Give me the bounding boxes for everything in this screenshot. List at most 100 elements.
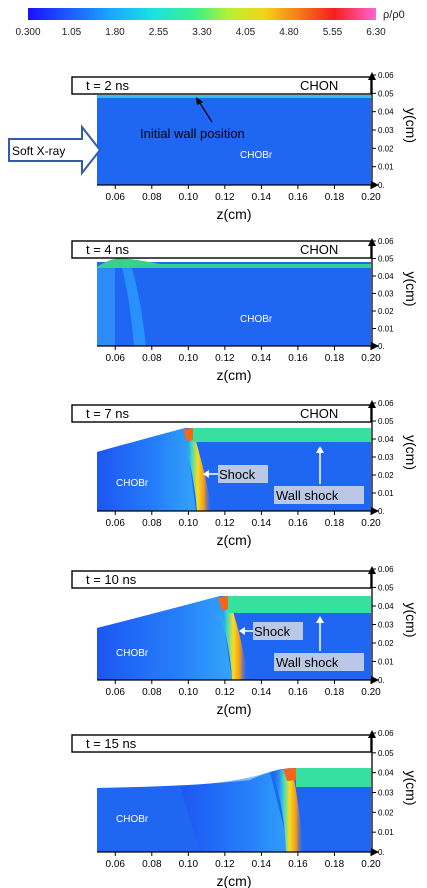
wall-shock-label: Wall shock xyxy=(276,655,339,670)
z-tick-label: 0.14 xyxy=(252,687,272,698)
y-tick-label: 0.01 xyxy=(378,163,394,172)
z-tick-label: 0.16 xyxy=(288,859,308,870)
shock-label-box xyxy=(218,465,268,483)
z-tick-label: 0.20 xyxy=(361,859,381,870)
z-tick-label: 0.20 xyxy=(361,687,381,698)
y-tick-label: 0. xyxy=(378,676,385,685)
z-tick-label: 0.14 xyxy=(252,192,272,203)
shock-peak xyxy=(283,768,298,781)
material-label: CHOBr xyxy=(240,314,273,325)
y-tick-label: 0.02 xyxy=(378,808,394,817)
y-axis-title: y(cm) xyxy=(403,771,419,806)
axes-layer: 0.06 0.05 0.04 0.03 0.02 0.01 0. y(cm) 0.06 0.08 0… xyxy=(97,71,419,888)
chon-layer xyxy=(97,95,371,98)
y-tick-label: 0.01 xyxy=(378,489,394,498)
panel-t4: t = 4 ns CHON CHOBr xyxy=(71,240,372,346)
shock-front xyxy=(215,596,248,680)
material-label: CHOBr xyxy=(116,814,149,825)
z-tick-label: 0.16 xyxy=(288,687,308,698)
y-tick-label: 0.05 xyxy=(378,255,394,264)
y-tick-label: 0.06 xyxy=(378,565,394,574)
y-tick-label: 0.04 xyxy=(378,602,394,611)
y-tick-label: 0.02 xyxy=(378,144,394,153)
chon-layer xyxy=(296,768,371,787)
shock-front xyxy=(122,268,146,346)
z-tick-label: 0.18 xyxy=(325,859,345,870)
time-label: t = 4 ns xyxy=(86,242,129,257)
z-tick-label: 0.06 xyxy=(106,518,126,529)
y-axis-arrowhead xyxy=(368,72,376,80)
y-tick-label: 0.05 xyxy=(378,749,394,758)
y-tick-label: 0.03 xyxy=(378,126,394,135)
z-tick-label: 0.06 xyxy=(106,353,126,364)
y-tick-label: 0.06 xyxy=(378,237,394,246)
shock-arrowhead xyxy=(203,470,209,478)
panel-t2: t = 2 ns CHON CHOBr Initial wall positio… xyxy=(8,76,372,185)
colorbar-tick-label: 1.05 xyxy=(62,27,82,38)
shock-label-box xyxy=(253,622,303,640)
y-tick-label: 0.03 xyxy=(378,789,394,798)
y-tick-label: 0.01 xyxy=(378,325,394,334)
xray-label: Soft X-ray xyxy=(12,144,65,158)
shock-label: Shock xyxy=(219,467,256,482)
z-axis-title: z(cm) xyxy=(217,532,252,548)
z-axis-title: z(cm) xyxy=(217,206,252,222)
z-tick-label: 0.08 xyxy=(142,518,162,529)
y-tick-label: 0.02 xyxy=(378,307,394,316)
z-tick-label: 0.12 xyxy=(215,859,235,870)
z-tick-label: 0.18 xyxy=(325,518,345,529)
z-axis-title: z(cm) xyxy=(217,701,252,717)
colorbar-gradient xyxy=(28,8,376,20)
shock-label: Shock xyxy=(254,624,291,639)
z-tick-label: 0.14 xyxy=(252,518,272,529)
z-tick-label: 0.16 xyxy=(288,353,308,364)
z-tick-label: 0.14 xyxy=(252,353,272,364)
colorbar-tick-label: 5.55 xyxy=(323,27,343,38)
y-axis-title: y(cm) xyxy=(403,603,419,638)
xray-arrow xyxy=(8,124,102,176)
z-tick-label: 0.14 xyxy=(252,859,272,870)
time-label: t = 2 ns xyxy=(86,78,129,93)
z-tick-label: 0.10 xyxy=(179,353,199,364)
material-label: CHOBr xyxy=(116,648,149,659)
panel-axes: 0.06 0.05 0.04 0.03 0.02 0.01 0. y(cm) 0.06 0.08 0… xyxy=(97,399,419,548)
y-tick-label: 0. xyxy=(378,181,385,190)
y-tick-label: 0.01 xyxy=(378,658,394,667)
y-tick-label: 0.04 xyxy=(378,272,394,281)
z-tick-label: 0.20 xyxy=(361,353,381,364)
z-tick-label: 0.10 xyxy=(179,687,199,698)
z-tick-label: 0.08 xyxy=(142,859,162,870)
y-tick-label: 0. xyxy=(378,507,385,516)
y-tick-label: 0.04 xyxy=(378,108,394,117)
y-tick-label: 0.06 xyxy=(378,71,394,80)
y-tick-label: 0.01 xyxy=(378,828,394,837)
colorbar-tick-label: 4.05 xyxy=(236,27,256,38)
z-tick-label: 0.08 xyxy=(142,353,162,364)
z-tick-label: 0.12 xyxy=(215,687,235,698)
wake-region xyxy=(97,428,196,511)
y-tick-label: 0. xyxy=(378,848,385,857)
y-tick-label: 0.03 xyxy=(378,290,394,299)
y-axis-title: y(cm) xyxy=(403,272,419,307)
y-tick-label: 0.03 xyxy=(378,453,394,462)
colorbar-ticks: 0.300 1.05 1.80 2.55 3.30 4.05 4.80 5.55 6.30 xyxy=(15,27,386,38)
y-tick-label: 0.05 xyxy=(378,89,394,98)
y-axis-title: y(cm) xyxy=(403,435,419,470)
top-box xyxy=(71,76,372,95)
colorbar-tick-label: 6.30 xyxy=(366,27,386,38)
top-material-label: CHON xyxy=(300,242,338,257)
shock-arrowhead xyxy=(239,627,245,635)
y-tick-label: 0.05 xyxy=(378,417,394,426)
y-tick-label: 0.05 xyxy=(378,584,394,593)
z-tick-label: 0.10 xyxy=(179,518,199,529)
colorbar-label: ρ/ρ0 xyxy=(383,9,405,21)
panel-axes: 0.06 0.05 0.04 0.03 0.02 0.01 0. y(cm) 0.06 0.08 0… xyxy=(97,565,419,717)
colorbar-tick-label: 4.80 xyxy=(279,27,299,38)
y-axis-title: y(cm) xyxy=(403,108,419,143)
panel-t7: t = 7 ns CHON CHOBr Shock Wall shock xyxy=(71,404,372,511)
z-tick-label: 0.12 xyxy=(215,518,235,529)
wake-region xyxy=(180,772,290,852)
z-tick-label: 0.16 xyxy=(288,192,308,203)
colorbar-tick-label: 2.55 xyxy=(149,27,169,38)
z-tick-label: 0.16 xyxy=(288,518,308,529)
